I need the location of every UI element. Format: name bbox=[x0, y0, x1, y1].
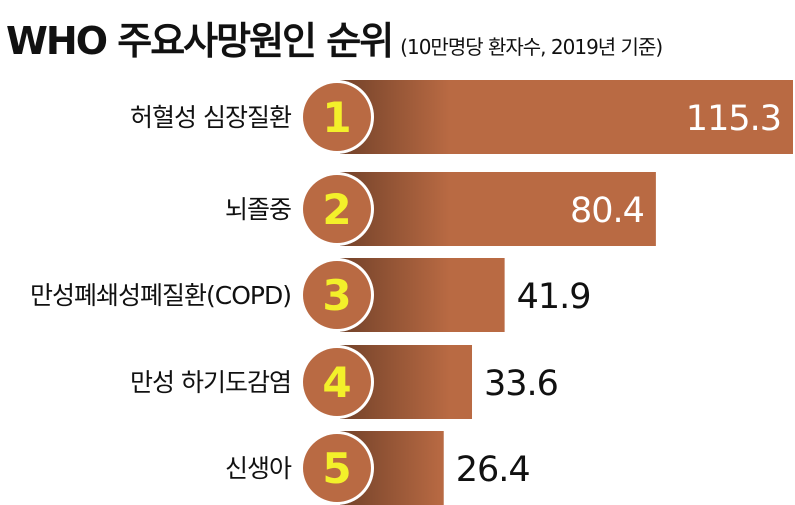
rank-circle bbox=[303, 83, 371, 151]
bar-group: 2 뇌졸중 80.4 bbox=[225, 172, 656, 246]
rank-circle bbox=[303, 175, 371, 243]
rank-number: 4 bbox=[322, 358, 351, 407]
chart-subtitle: (10만명당 환자수, 2019년 기준) bbox=[400, 35, 663, 59]
rank-circle bbox=[303, 434, 371, 502]
chart-title: WHO 주요사망원인 순위 bbox=[6, 19, 394, 63]
category-label: 뇌졸중 bbox=[225, 195, 291, 224]
rank-number: 2 bbox=[322, 185, 351, 234]
bar-group: 3 만성폐쇄성폐질환(COPD) 41.9 bbox=[30, 258, 592, 332]
bar-group: 4 만성 하기도감염 33.6 bbox=[130, 345, 559, 419]
value-label: 33.6 bbox=[484, 364, 558, 404]
value-label: 26.4 bbox=[456, 450, 530, 490]
category-label: 만성폐쇄성폐질환(COPD) bbox=[30, 281, 291, 310]
rank-circle bbox=[303, 348, 371, 416]
category-label: 허혈성 심장질환 bbox=[130, 103, 292, 132]
bar-group: 5 신생아 26.4 bbox=[225, 431, 531, 505]
rank-circle bbox=[303, 261, 371, 329]
category-label: 만성 하기도감염 bbox=[130, 368, 291, 397]
bar-group: 1 허혈성 심장질환 115.3 bbox=[130, 80, 793, 154]
category-label: 신생아 bbox=[225, 454, 292, 483]
value-label: 80.4 bbox=[570, 191, 644, 231]
value-label: 115.3 bbox=[686, 99, 781, 139]
rank-number: 3 bbox=[322, 271, 351, 320]
value-label: 41.9 bbox=[517, 277, 591, 317]
chart-title-block: WHO 주요사망원인 순위 (10만명당 환자수, 2019년 기준) bbox=[6, 10, 663, 66]
rank-number: 5 bbox=[322, 444, 351, 493]
rank-number: 1 bbox=[322, 93, 351, 142]
